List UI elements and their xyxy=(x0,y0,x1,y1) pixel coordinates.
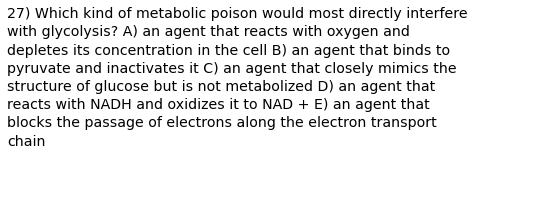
Text: 27) Which kind of metabolic poison would most directly interfere
with glycolysis: 27) Which kind of metabolic poison would… xyxy=(7,7,468,149)
